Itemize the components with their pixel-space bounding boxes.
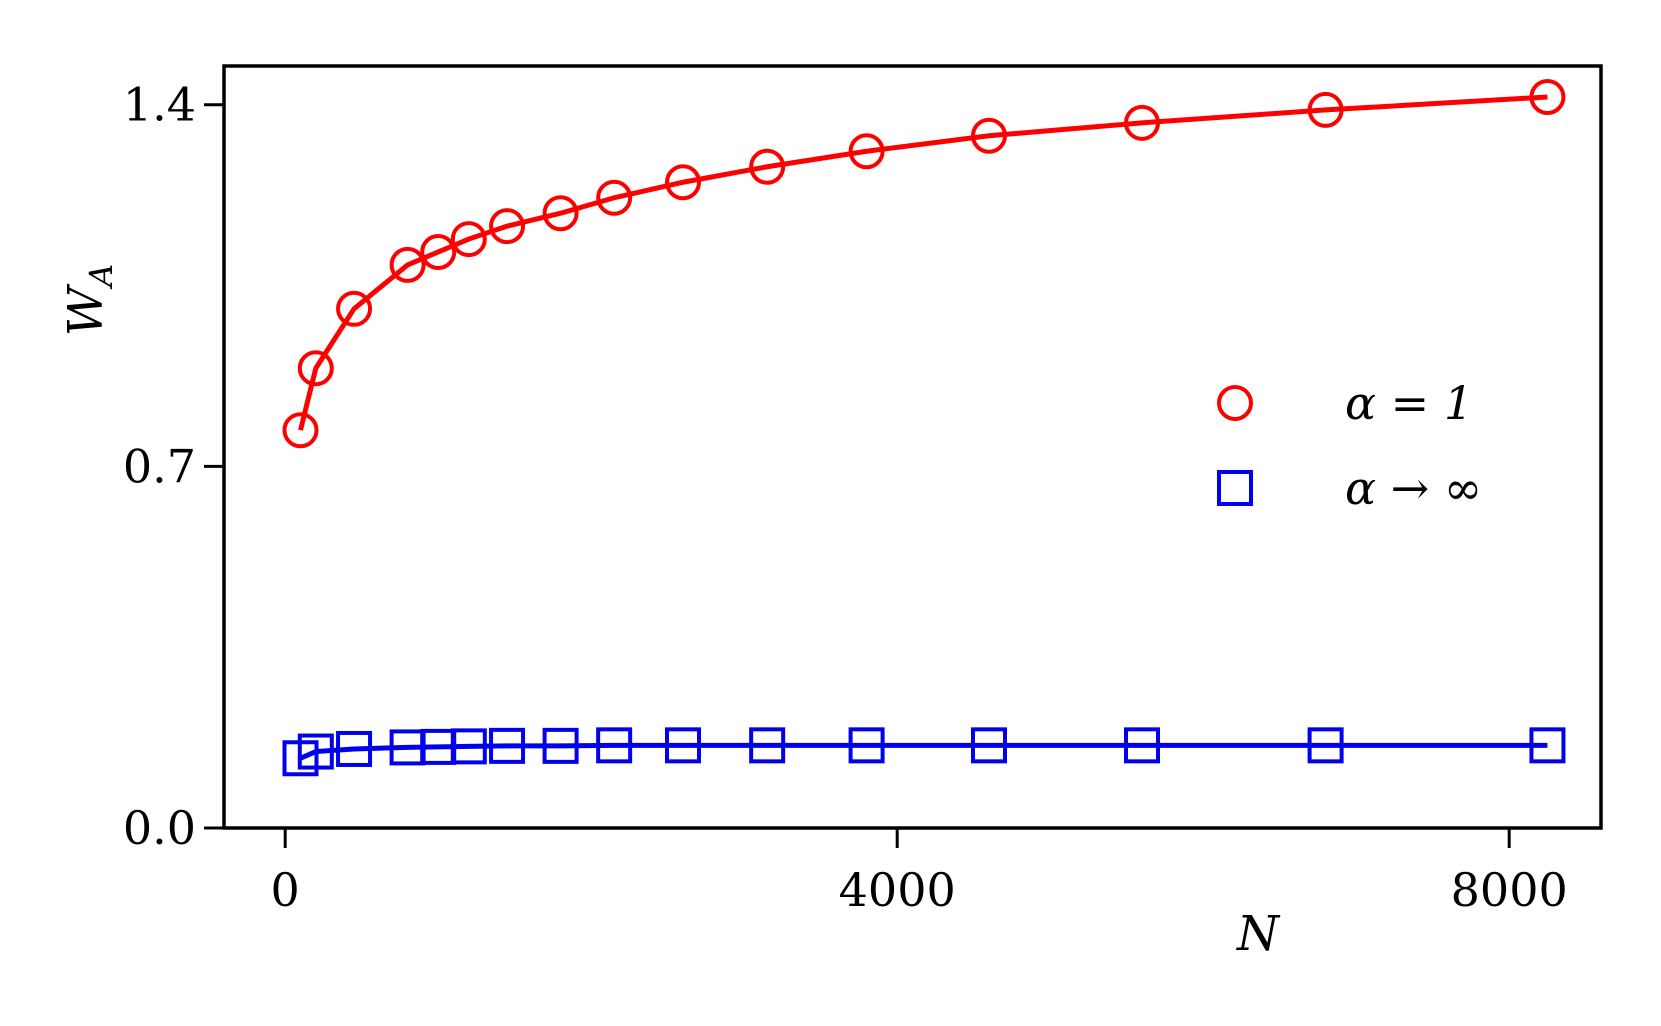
data-point-circle <box>489 208 526 245</box>
data-point-circle <box>596 179 633 216</box>
data-point-circle <box>542 195 579 232</box>
data-point-circle <box>1307 91 1344 128</box>
x-tick-label: 0 <box>271 863 300 917</box>
x-tick-label: 4000 <box>839 863 956 917</box>
x-tick-label: 8000 <box>1451 863 1568 917</box>
y-axis-label-sub: A <box>82 264 120 290</box>
data-point-circle <box>971 117 1007 154</box>
svg-text:WA: WA <box>58 264 120 336</box>
y-axis-label: WA <box>58 264 120 336</box>
series-line-1 <box>298 94 1548 431</box>
data-point-square <box>848 727 885 764</box>
plot-area <box>282 78 1566 777</box>
data-point-square <box>1307 727 1344 764</box>
data-point-circle <box>1529 78 1566 115</box>
data-point-square <box>665 727 701 764</box>
data-point-circle <box>848 133 885 170</box>
data-point-square <box>489 727 526 764</box>
y-tick-label: 0.0 <box>123 801 196 855</box>
data-point-square <box>450 728 487 765</box>
data-point-square <box>1529 727 1566 764</box>
legend-label: α → ∞ <box>1345 461 1482 515</box>
x-axis-label: N <box>1236 906 1281 962</box>
legend: α = 1 α → ∞ <box>1217 376 1482 515</box>
data-point-circle <box>336 290 373 327</box>
axis-ticks: 0 4000 8000 0.0 0.7 1.4 <box>123 78 1568 917</box>
data-point-circle <box>749 148 786 185</box>
data-point-square <box>749 727 786 764</box>
data-point-circle <box>665 164 701 201</box>
data-point-square <box>297 733 334 770</box>
data-point-square <box>971 727 1007 764</box>
data-point-circle <box>282 412 319 449</box>
data-point-square <box>336 730 373 767</box>
series-line-2 <box>299 742 1548 761</box>
data-point-circle <box>420 233 457 270</box>
legend-marker-circle <box>1217 385 1253 421</box>
plot-frame <box>222 64 1603 830</box>
data-point-square <box>596 727 633 764</box>
y-tick-label: 1.4 <box>123 78 196 132</box>
y-axis-label-main: W <box>58 283 114 336</box>
data-point-circle <box>389 246 426 283</box>
y-tick-label: 0.7 <box>123 439 196 493</box>
data-point-circle <box>1124 104 1160 141</box>
data-point-square <box>1124 727 1160 764</box>
data-point-circle <box>297 350 334 387</box>
data-point-circle <box>450 221 487 258</box>
data-point-square <box>542 727 579 764</box>
legend-label: α = 1 <box>1345 376 1473 430</box>
legend-marker-square <box>1217 470 1253 506</box>
